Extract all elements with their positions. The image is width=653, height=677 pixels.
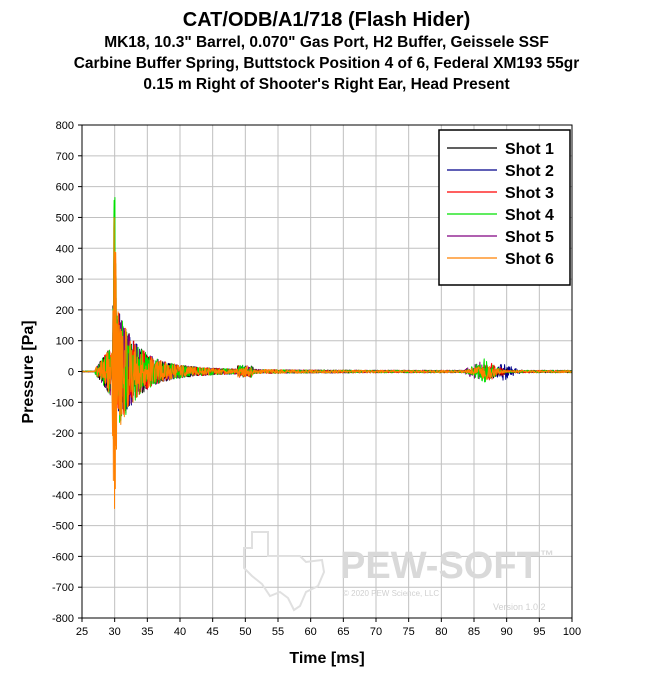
x-tick-label: 90 bbox=[501, 626, 513, 638]
legend-label-shot-1: Shot 1 bbox=[505, 141, 554, 158]
x-axis-ticks: 25 30 35 40 45 50 55 60 65 70 75 80 85 90 95 100 bbox=[76, 618, 581, 638]
title-block: CAT/ODB/A1/718 (Flash Hider) MK18, 10.3"… bbox=[0, 8, 653, 95]
y-tick-label: 400 bbox=[56, 243, 74, 255]
x-tick-label: 45 bbox=[207, 626, 219, 638]
y-tick-label: 0 bbox=[68, 367, 74, 379]
y-tick-label: 200 bbox=[56, 305, 74, 317]
legend-label-shot-6: Shot 6 bbox=[505, 251, 554, 268]
y-tick-label: -400 bbox=[52, 490, 74, 502]
legend-label-shot-3: Shot 3 bbox=[505, 185, 554, 202]
y-tick-label: -200 bbox=[52, 428, 74, 440]
y-tick-label: 100 bbox=[56, 336, 74, 348]
y-tick-label: -600 bbox=[52, 551, 74, 563]
watermark-brand: PEW-SOFT bbox=[340, 545, 540, 587]
series-traces bbox=[81, 197, 573, 509]
y-tick-label: 600 bbox=[56, 182, 74, 194]
x-tick-label: 100 bbox=[563, 626, 581, 638]
x-tick-label: 25 bbox=[76, 626, 88, 638]
x-tick-label: 85 bbox=[468, 626, 480, 638]
watermark-version: Version 1.0.2 bbox=[493, 602, 546, 612]
series-line-shot-5 bbox=[81, 281, 573, 430]
x-tick-label: 95 bbox=[533, 626, 545, 638]
x-tick-label: 35 bbox=[141, 626, 153, 638]
watermark-copyright: © 2020 PEW Science, LLC bbox=[343, 589, 439, 598]
y-tick-label: 800 bbox=[56, 120, 74, 132]
y-tick-label: -100 bbox=[52, 397, 74, 409]
y-tick-label: -800 bbox=[52, 613, 74, 625]
y-tick-label: -300 bbox=[52, 459, 74, 471]
chart-subtitle-line-1: MK18, 10.3" Barrel, 0.070" Gas Port, H2 … bbox=[104, 34, 549, 51]
y-axis-ticks: 800 700 600 500 400 300 200 100 0 -100 -200 -300 -40… bbox=[52, 120, 82, 625]
y-tick-label: 300 bbox=[56, 274, 74, 286]
legend-box bbox=[438, 129, 571, 286]
x-axis-label: Time [ms] bbox=[289, 650, 364, 667]
y-tick-label: 500 bbox=[56, 212, 74, 224]
x-tick-label: 70 bbox=[370, 626, 382, 638]
x-tick-label: 65 bbox=[337, 626, 349, 638]
watermark-trademark: ™ bbox=[540, 547, 554, 563]
x-tick-label: 80 bbox=[435, 626, 447, 638]
legend: Shot 1 Shot 2 Shot 3 Shot 4 Shot 5 Shot 6 bbox=[438, 129, 571, 286]
x-tick-label: 60 bbox=[305, 626, 317, 638]
chart-title: CAT/ODB/A1/718 (Flash Hider) bbox=[182, 9, 471, 31]
watermark: PEW-SOFT ™ © 2020 PEW Science, LLC Versi… bbox=[243, 531, 554, 612]
x-tick-label: 40 bbox=[174, 626, 186, 638]
x-tick-label: 30 bbox=[109, 626, 121, 638]
series-line-shot-6 bbox=[81, 217, 573, 509]
chart-subtitle-line-3: 0.15 m Right of Shooter's Right Ear, Hea… bbox=[143, 76, 510, 93]
y-tick-label: -700 bbox=[52, 582, 74, 594]
series-line-shot-2 bbox=[81, 280, 572, 422]
x-tick-label: 75 bbox=[403, 626, 415, 638]
y-tick-label: -500 bbox=[52, 521, 74, 533]
legend-label-shot-2: Shot 2 bbox=[505, 163, 554, 180]
x-tick-label: 55 bbox=[272, 626, 284, 638]
y-axis-label: Pressure [Pa] bbox=[20, 320, 37, 423]
legend-label-shot-4: Shot 4 bbox=[505, 207, 554, 224]
legend-label-shot-5: Shot 5 bbox=[505, 229, 554, 246]
x-tick-label: 50 bbox=[239, 626, 251, 638]
watermark-shape bbox=[243, 531, 326, 612]
y-tick-label: 700 bbox=[56, 151, 74, 163]
chart-subtitle-line-2: Carbine Buffer Spring, Buttstock Positio… bbox=[73, 55, 580, 72]
